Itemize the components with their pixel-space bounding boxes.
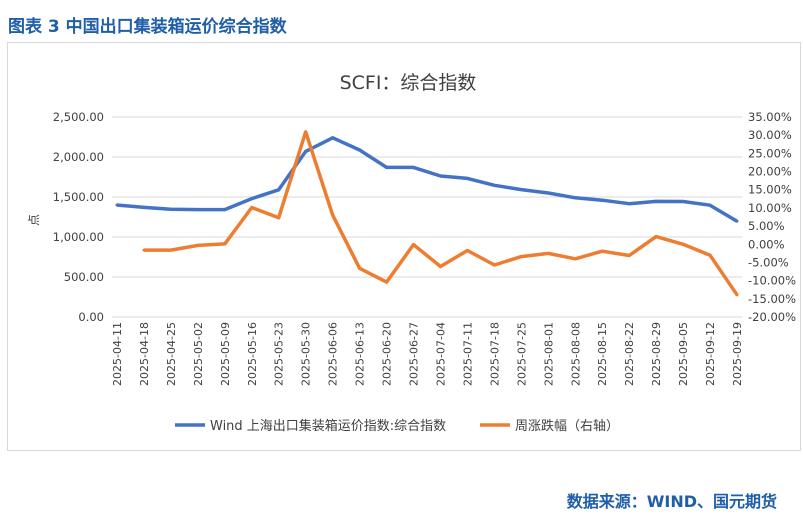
data-point: [627, 202, 631, 206]
data-point: [708, 203, 712, 207]
series-line-1: [116, 136, 738, 223]
data-point: [573, 257, 577, 261]
data-point: [519, 188, 523, 192]
x-tick-label: 2025-06-13: [354, 322, 367, 386]
data-point: [277, 188, 281, 192]
data-point: [573, 196, 577, 200]
series-line-2: [144, 130, 739, 296]
chart-title: SCFI：综合指数: [340, 72, 477, 94]
x-tick-label: 2025-07-04: [434, 322, 447, 386]
data-point: [600, 198, 604, 202]
data-point: [223, 242, 227, 246]
y2-tick-label: 15.00%: [748, 183, 792, 197]
data-point: [465, 248, 469, 252]
figure-title: 图表 3 中国出口集装箱运价综合指数: [8, 17, 287, 37]
y2-tick-label: 5.00%: [748, 219, 785, 233]
data-point: [438, 174, 442, 178]
data-point: [412, 243, 416, 247]
data-point: [735, 293, 739, 297]
y2-tick-label: 0.00%: [748, 237, 785, 251]
data-point: [142, 205, 146, 209]
data-point: [546, 251, 550, 255]
data-point: [438, 264, 442, 268]
x-tick-label: 2025-08-01: [542, 322, 555, 386]
data-point: [600, 249, 604, 253]
data-point: [385, 280, 389, 284]
x-tick-label: 2025-06-27: [408, 322, 421, 386]
data-point: [492, 183, 496, 187]
y2-tick-label: 20.00%: [748, 165, 792, 179]
data-point: [681, 242, 685, 246]
x-tick-label: 2025-07-18: [488, 322, 501, 386]
x-tick-label: 2025-08-15: [596, 322, 609, 386]
data-point: [331, 136, 335, 140]
data-point: [735, 219, 739, 223]
data-point: [196, 243, 200, 247]
y2-tick-label: -20.00%: [748, 310, 796, 324]
x-tick-label: 2025-06-20: [381, 322, 394, 386]
data-point: [708, 253, 712, 257]
x-tick-label: 2025-05-23: [273, 322, 286, 386]
x-tick-label: 2025-04-11: [111, 322, 124, 386]
data-point: [681, 199, 685, 203]
x-tick-label: 2025-05-16: [246, 322, 259, 386]
x-tick-label: 2025-09-19: [731, 322, 744, 386]
legend-label: Wind 上海出口集装箱运价指数:综合指数: [210, 418, 446, 434]
legend-label: 周涨跌幅（右轴）: [515, 418, 619, 434]
x-tick-label: 2025-08-29: [650, 322, 663, 386]
data-point: [142, 248, 146, 252]
y2-tick-label: -15.00%: [748, 292, 796, 306]
y-tick-label: 2,500.00: [53, 110, 104, 124]
data-point: [304, 130, 308, 134]
y-tick-label: 500.00: [64, 270, 104, 284]
y-tick-label: 0.00: [78, 310, 104, 324]
x-tick-label: 2025-04-18: [138, 322, 151, 386]
data-point: [169, 207, 173, 211]
data-point: [358, 148, 362, 152]
x-tick-label: 2025-09-12: [704, 322, 717, 386]
data-point: [223, 208, 227, 212]
x-tick-label: 2025-05-02: [192, 322, 205, 386]
x-tick-label: 2025-07-11: [461, 322, 474, 386]
data-point: [546, 191, 550, 195]
data-point: [654, 199, 658, 203]
data-point: [627, 254, 631, 258]
source-note: 数据来源：WIND、国元期货: [566, 492, 777, 511]
y-tick-label: 1,000.00: [53, 230, 104, 244]
data-point: [412, 165, 416, 169]
x-tick-label: 2025-08-08: [569, 322, 582, 386]
x-tick-label: 2025-04-25: [165, 322, 178, 386]
y2-tick-label: 10.00%: [748, 201, 792, 215]
data-point: [331, 213, 335, 217]
data-point: [250, 197, 254, 201]
y2-tick-label: 30.00%: [748, 128, 792, 142]
data-point: [654, 235, 658, 239]
y2-tick-label: -10.00%: [748, 274, 796, 288]
data-point: [169, 248, 173, 252]
x-tick-label: 2025-05-30: [300, 322, 313, 386]
y2-tick-label: 25.00%: [748, 146, 792, 160]
y-tick-label: 1,500.00: [53, 190, 104, 204]
y2-tick-label: -5.00%: [748, 255, 789, 269]
y-tick-label: 2,000.00: [53, 150, 104, 164]
chart-frame: [7, 42, 801, 451]
data-point: [250, 206, 254, 210]
data-point: [385, 165, 389, 169]
data-point: [358, 266, 362, 270]
x-tick-label: 2025-08-22: [623, 322, 636, 386]
y-axis-label: 点: [27, 214, 41, 226]
data-point: [277, 216, 281, 220]
data-point: [115, 203, 119, 207]
x-tick-label: 2025-06-06: [327, 322, 340, 386]
data-point: [519, 255, 523, 259]
data-point: [304, 149, 308, 153]
x-tick-label: 2025-05-09: [219, 322, 232, 386]
data-point: [196, 208, 200, 212]
data-point: [492, 263, 496, 267]
data-point: [465, 176, 469, 180]
x-tick-label: 2025-09-05: [677, 322, 690, 386]
y2-tick-label: 35.00%: [748, 110, 792, 124]
x-tick-label: 2025-07-25: [515, 322, 528, 386]
